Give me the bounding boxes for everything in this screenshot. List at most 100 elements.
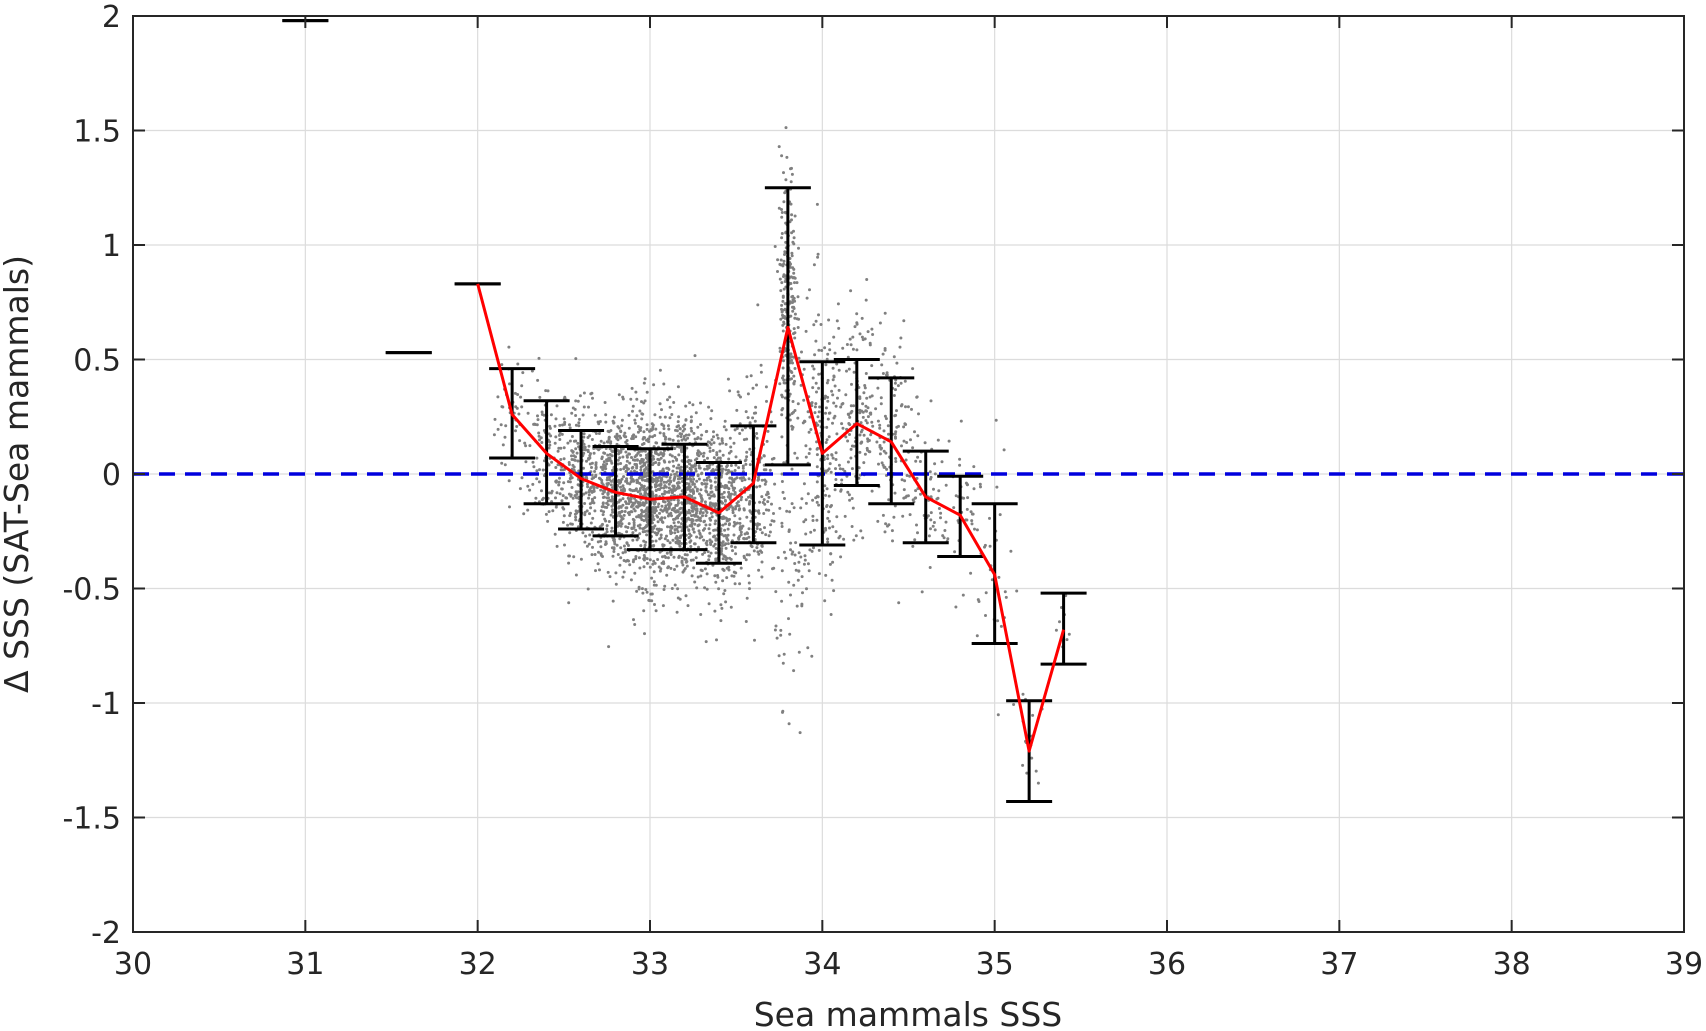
scatter-point: [496, 395, 500, 399]
scatter-point: [633, 462, 637, 466]
scatter-point: [728, 436, 732, 440]
scatter-point: [636, 500, 640, 504]
scatter-point: [621, 497, 625, 501]
scatter-point: [588, 462, 592, 466]
scatter-point: [700, 497, 704, 501]
scatter-point: [979, 485, 982, 489]
scatter-point: [854, 534, 858, 538]
scatter-point: [705, 478, 709, 482]
scatter-point: [1009, 549, 1013, 553]
scatter-point: [710, 490, 714, 494]
scatter-point: [658, 550, 662, 554]
scatter-point: [883, 311, 887, 315]
scatter-point: [701, 514, 704, 518]
scatter-point: [790, 467, 794, 471]
scatter-point: [590, 438, 594, 441]
scatter-point: [817, 410, 821, 414]
scatter-point: [788, 632, 792, 636]
scatter-point: [709, 486, 713, 490]
y-tick-label: 2: [102, 0, 121, 35]
scatter-point: [712, 544, 716, 548]
scatter-point: [648, 599, 652, 603]
scatter-point: [929, 518, 933, 522]
scatter-point: [663, 484, 667, 488]
scatter-point: [621, 517, 625, 521]
scatter-point: [851, 335, 855, 339]
scatter-point: [823, 346, 827, 350]
scatter-point: [737, 537, 741, 541]
scatter-point: [703, 467, 707, 471]
scatter-point: [793, 281, 796, 285]
scatter-point: [795, 604, 799, 608]
scatter-point: [675, 535, 679, 538]
scatter-point: [703, 586, 707, 590]
scatter-point: [496, 427, 500, 431]
scatter-point: [642, 381, 646, 385]
scatter-point: [669, 511, 673, 515]
scatter-point: [633, 418, 637, 422]
scatter-point: [666, 525, 669, 529]
scatter-point: [603, 505, 607, 509]
scatter-point: [893, 414, 897, 418]
scatter-point: [862, 391, 866, 395]
scatter-point: [715, 453, 719, 457]
scatter-point: [559, 446, 563, 450]
scatter-point: [562, 446, 566, 450]
scatter-point: [643, 469, 647, 473]
scatter-point: [656, 505, 660, 509]
scatter-point: [913, 430, 916, 434]
scatter-point: [826, 453, 830, 457]
scatter-point: [632, 507, 636, 511]
scatter-point: [654, 609, 658, 613]
scatter-point: [729, 605, 733, 609]
scatter-point: [715, 638, 718, 642]
binned-mean-line: [476, 283, 1066, 753]
scatter-point: [629, 500, 633, 504]
scatter-point: [832, 401, 836, 405]
scatter-point: [808, 288, 811, 292]
scatter-point: [680, 542, 683, 545]
scatter-point: [870, 420, 874, 424]
scatter-point: [696, 518, 700, 522]
scatter-point: [684, 594, 688, 598]
scatter-point: [740, 428, 744, 432]
scatter-point: [493, 417, 497, 421]
scatter-point: [708, 478, 712, 482]
scatter-point: [636, 480, 640, 484]
scatter-point: [762, 468, 766, 472]
scatter-point: [816, 415, 820, 419]
scatter-point: [878, 444, 882, 447]
scatter-point: [752, 411, 756, 415]
scatter-point: [866, 415, 870, 419]
scatter-point: [693, 485, 697, 489]
scatter-point: [902, 425, 906, 429]
scatter-point: [558, 423, 562, 427]
scatter-point: [701, 454, 705, 458]
scatter-point: [627, 452, 631, 456]
scatter-point: [817, 548, 821, 552]
scatter-point: [521, 371, 525, 375]
scatter-point: [776, 270, 779, 273]
scatter-point: [657, 453, 661, 457]
scatter-point: [590, 473, 594, 477]
scatter-point: [936, 496, 940, 500]
scatter-point: [723, 486, 727, 490]
scatter-point: [605, 462, 609, 466]
scatter-point: [593, 509, 597, 513]
scatter-point: [630, 527, 634, 531]
grid: [133, 16, 1684, 932]
scatter-point: [904, 405, 907, 409]
scatter-point: [739, 498, 743, 502]
scatter-point: [667, 490, 671, 494]
scatter-point: [735, 501, 739, 505]
scatter-point: [675, 470, 679, 474]
scatter-point: [849, 456, 853, 460]
scatter-point: [1002, 448, 1006, 452]
scatter-point: [631, 409, 634, 413]
scatter-point: [829, 470, 833, 474]
scatter-point: [815, 500, 819, 504]
scatter-point: [629, 480, 633, 484]
scatter-point: [691, 518, 695, 522]
scatter-point: [780, 408, 784, 412]
scatter-point: [766, 492, 770, 496]
